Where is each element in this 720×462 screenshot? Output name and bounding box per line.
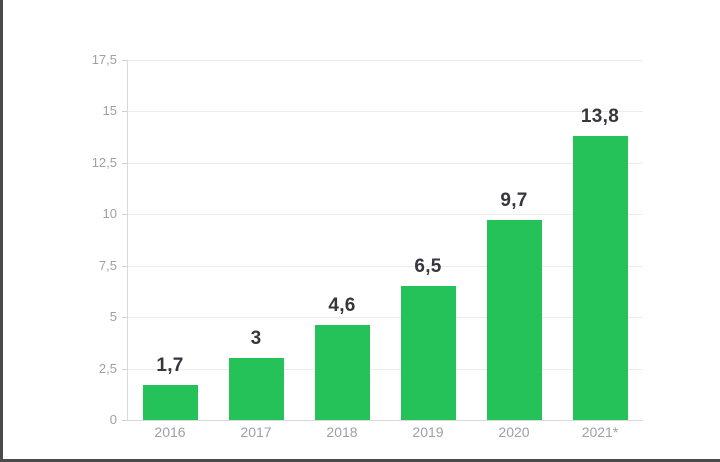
y-tick-17,5: [122, 60, 127, 61]
bar-value-label-2019: 6,5: [414, 256, 442, 277]
y-tick-7,5: [122, 265, 127, 267]
gridline-7,5: [127, 265, 643, 267]
bar-value-label-2018: 4,6: [328, 295, 356, 316]
y-axis-label-15: 15: [102, 103, 117, 119]
y-axis-label-10: 10: [102, 206, 117, 222]
bar-2018: [314, 325, 370, 420]
gridline-15: [127, 111, 643, 113]
y-axis-label-7,5: 7,5: [98, 257, 117, 273]
gridline-12,5: [127, 162, 643, 164]
y-tick-0: [122, 420, 127, 421]
bar-value-label-2016: 1,7: [156, 355, 184, 376]
y-axis-label-12,5: 12,5: [91, 154, 117, 170]
bar-2019: [400, 286, 456, 420]
gridline-5: [127, 317, 643, 319]
bar-2016: [142, 385, 198, 420]
y-tick-5: [122, 317, 127, 319]
gridline-10: [127, 214, 643, 216]
x-axis-label-2016: 2016: [154, 424, 186, 440]
x-axis-label-2018: 2018: [326, 424, 358, 440]
gridline-17,5: [127, 60, 643, 61]
bar-2021*: [572, 136, 628, 420]
bar-value-label-2021*: 13,8: [580, 106, 620, 127]
bar-value-label-2020: 9,7: [500, 190, 528, 211]
y-axis-label-5: 5: [109, 309, 117, 325]
y-tick-10: [122, 214, 127, 216]
left-edge-strip: [0, 0, 3, 462]
y-axis-label-0: 0: [109, 412, 117, 427]
y-axis-label-17,5: 17,5: [91, 52, 117, 67]
bar-2020: [486, 220, 542, 420]
x-axis-label-2021*: 2021*: [581, 424, 619, 440]
x-axis-label-2019: 2019: [412, 424, 444, 440]
gridline-2,5: [127, 368, 643, 370]
y-tick-12,5: [122, 162, 127, 164]
bottom-edge-strip: [0, 459, 720, 462]
bar-2017: [228, 358, 284, 420]
y-axis-label-2,5: 2,5: [98, 360, 117, 376]
y-axis-line: [127, 60, 128, 421]
y-tick-15: [122, 111, 127, 113]
bar-value-label-2017: 3: [250, 328, 262, 349]
x-axis-label-2020: 2020: [498, 424, 530, 440]
gridline-0: [127, 420, 643, 421]
x-axis-label-2017: 2017: [240, 424, 272, 440]
y-tick-2,5: [122, 368, 127, 370]
